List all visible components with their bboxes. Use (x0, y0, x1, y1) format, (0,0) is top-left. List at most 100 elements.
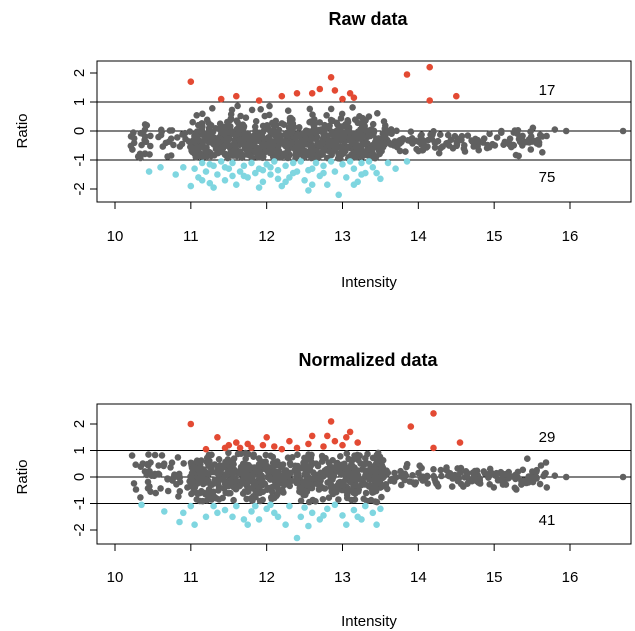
point-up (308, 432, 316, 440)
point-up (339, 441, 346, 449)
point-up (453, 92, 460, 100)
point-mid (266, 102, 273, 110)
point-mid (128, 452, 136, 459)
point-mid (489, 471, 496, 478)
point-down (286, 502, 293, 510)
point-mid (170, 141, 177, 149)
point-down (214, 509, 221, 517)
point-mid (264, 124, 272, 132)
point-mid (403, 463, 410, 471)
point-down (233, 181, 240, 188)
point-mid (185, 138, 193, 145)
point-down (271, 158, 278, 165)
point-down (198, 159, 206, 167)
point-mid (319, 496, 327, 503)
point-mid (326, 142, 333, 149)
point-mid (457, 469, 464, 477)
point-mid (262, 451, 270, 459)
point-mid (536, 480, 544, 488)
point-down (259, 178, 267, 186)
point-up (233, 92, 240, 100)
point-mid (460, 483, 467, 490)
point-mid (305, 129, 313, 136)
point-mid (234, 102, 241, 110)
point-mid (316, 474, 323, 482)
point-down (403, 158, 411, 165)
point-down (252, 169, 259, 177)
y-tick-label: 2 (71, 69, 88, 77)
point-mid (213, 469, 220, 477)
point-mid (329, 130, 336, 137)
point-mid (419, 137, 427, 144)
point-up (320, 443, 327, 450)
point-mid (250, 141, 258, 149)
point-mid (507, 141, 514, 148)
point-mid (280, 481, 288, 489)
point-mid (199, 480, 207, 488)
point-mid (127, 142, 135, 150)
point-mid (527, 133, 535, 140)
point-mid (352, 490, 359, 497)
point-mid (293, 471, 301, 479)
point-mid (493, 134, 501, 141)
point-up (259, 441, 267, 449)
point-mid (136, 150, 144, 158)
point-up (327, 418, 335, 425)
x-tick-label: 10 (107, 569, 124, 586)
point-down (248, 508, 255, 515)
point-mid (294, 479, 302, 486)
y-axis: -2 -1 0 1 2 (71, 69, 98, 196)
point-mid (346, 134, 353, 142)
point-down (180, 509, 187, 517)
x-tick-label: 14 (410, 228, 427, 245)
point-mid (215, 496, 223, 503)
point-up (217, 95, 225, 103)
point-mid (418, 131, 425, 139)
point-mid (246, 485, 254, 492)
point-mid (437, 131, 444, 138)
point-mid (343, 450, 351, 457)
point-mid (247, 495, 255, 502)
point-mid (194, 458, 202, 466)
point-mid (453, 142, 461, 150)
point-down (274, 513, 282, 521)
point-mid (237, 112, 244, 120)
point-down (282, 178, 289, 186)
point-mid (308, 451, 315, 459)
point-down (202, 168, 210, 175)
point-mid (352, 481, 360, 489)
point-down (320, 512, 327, 519)
point-mid (289, 454, 296, 461)
point-mid (164, 153, 171, 160)
point-mid (486, 130, 493, 138)
point-mid (192, 464, 199, 472)
point-mid (145, 451, 152, 458)
point-mid (349, 104, 356, 111)
point-mid (209, 105, 216, 112)
point-mid (225, 449, 232, 457)
point-mid (188, 481, 195, 488)
point-mid (473, 467, 481, 475)
point-down (286, 174, 293, 181)
x-tick-label: 11 (183, 228, 199, 245)
point-mid (270, 468, 278, 475)
point-up (324, 432, 331, 440)
point-mid (297, 497, 305, 505)
point-down (229, 172, 236, 180)
point-mid (370, 127, 378, 135)
point-mid (215, 477, 222, 484)
point-mid (284, 154, 292, 162)
point-down (327, 158, 335, 165)
point-mid (231, 151, 238, 158)
point-down (221, 164, 229, 171)
x-tick-label: 15 (486, 569, 503, 586)
point-mid (332, 484, 340, 491)
point-up (350, 94, 358, 101)
point-mid (432, 478, 439, 486)
point-down (252, 502, 259, 510)
point-mid (445, 471, 453, 479)
point-mid (350, 140, 357, 147)
point-mid (513, 486, 520, 493)
point-mid (419, 473, 427, 481)
point-mid (343, 494, 351, 502)
